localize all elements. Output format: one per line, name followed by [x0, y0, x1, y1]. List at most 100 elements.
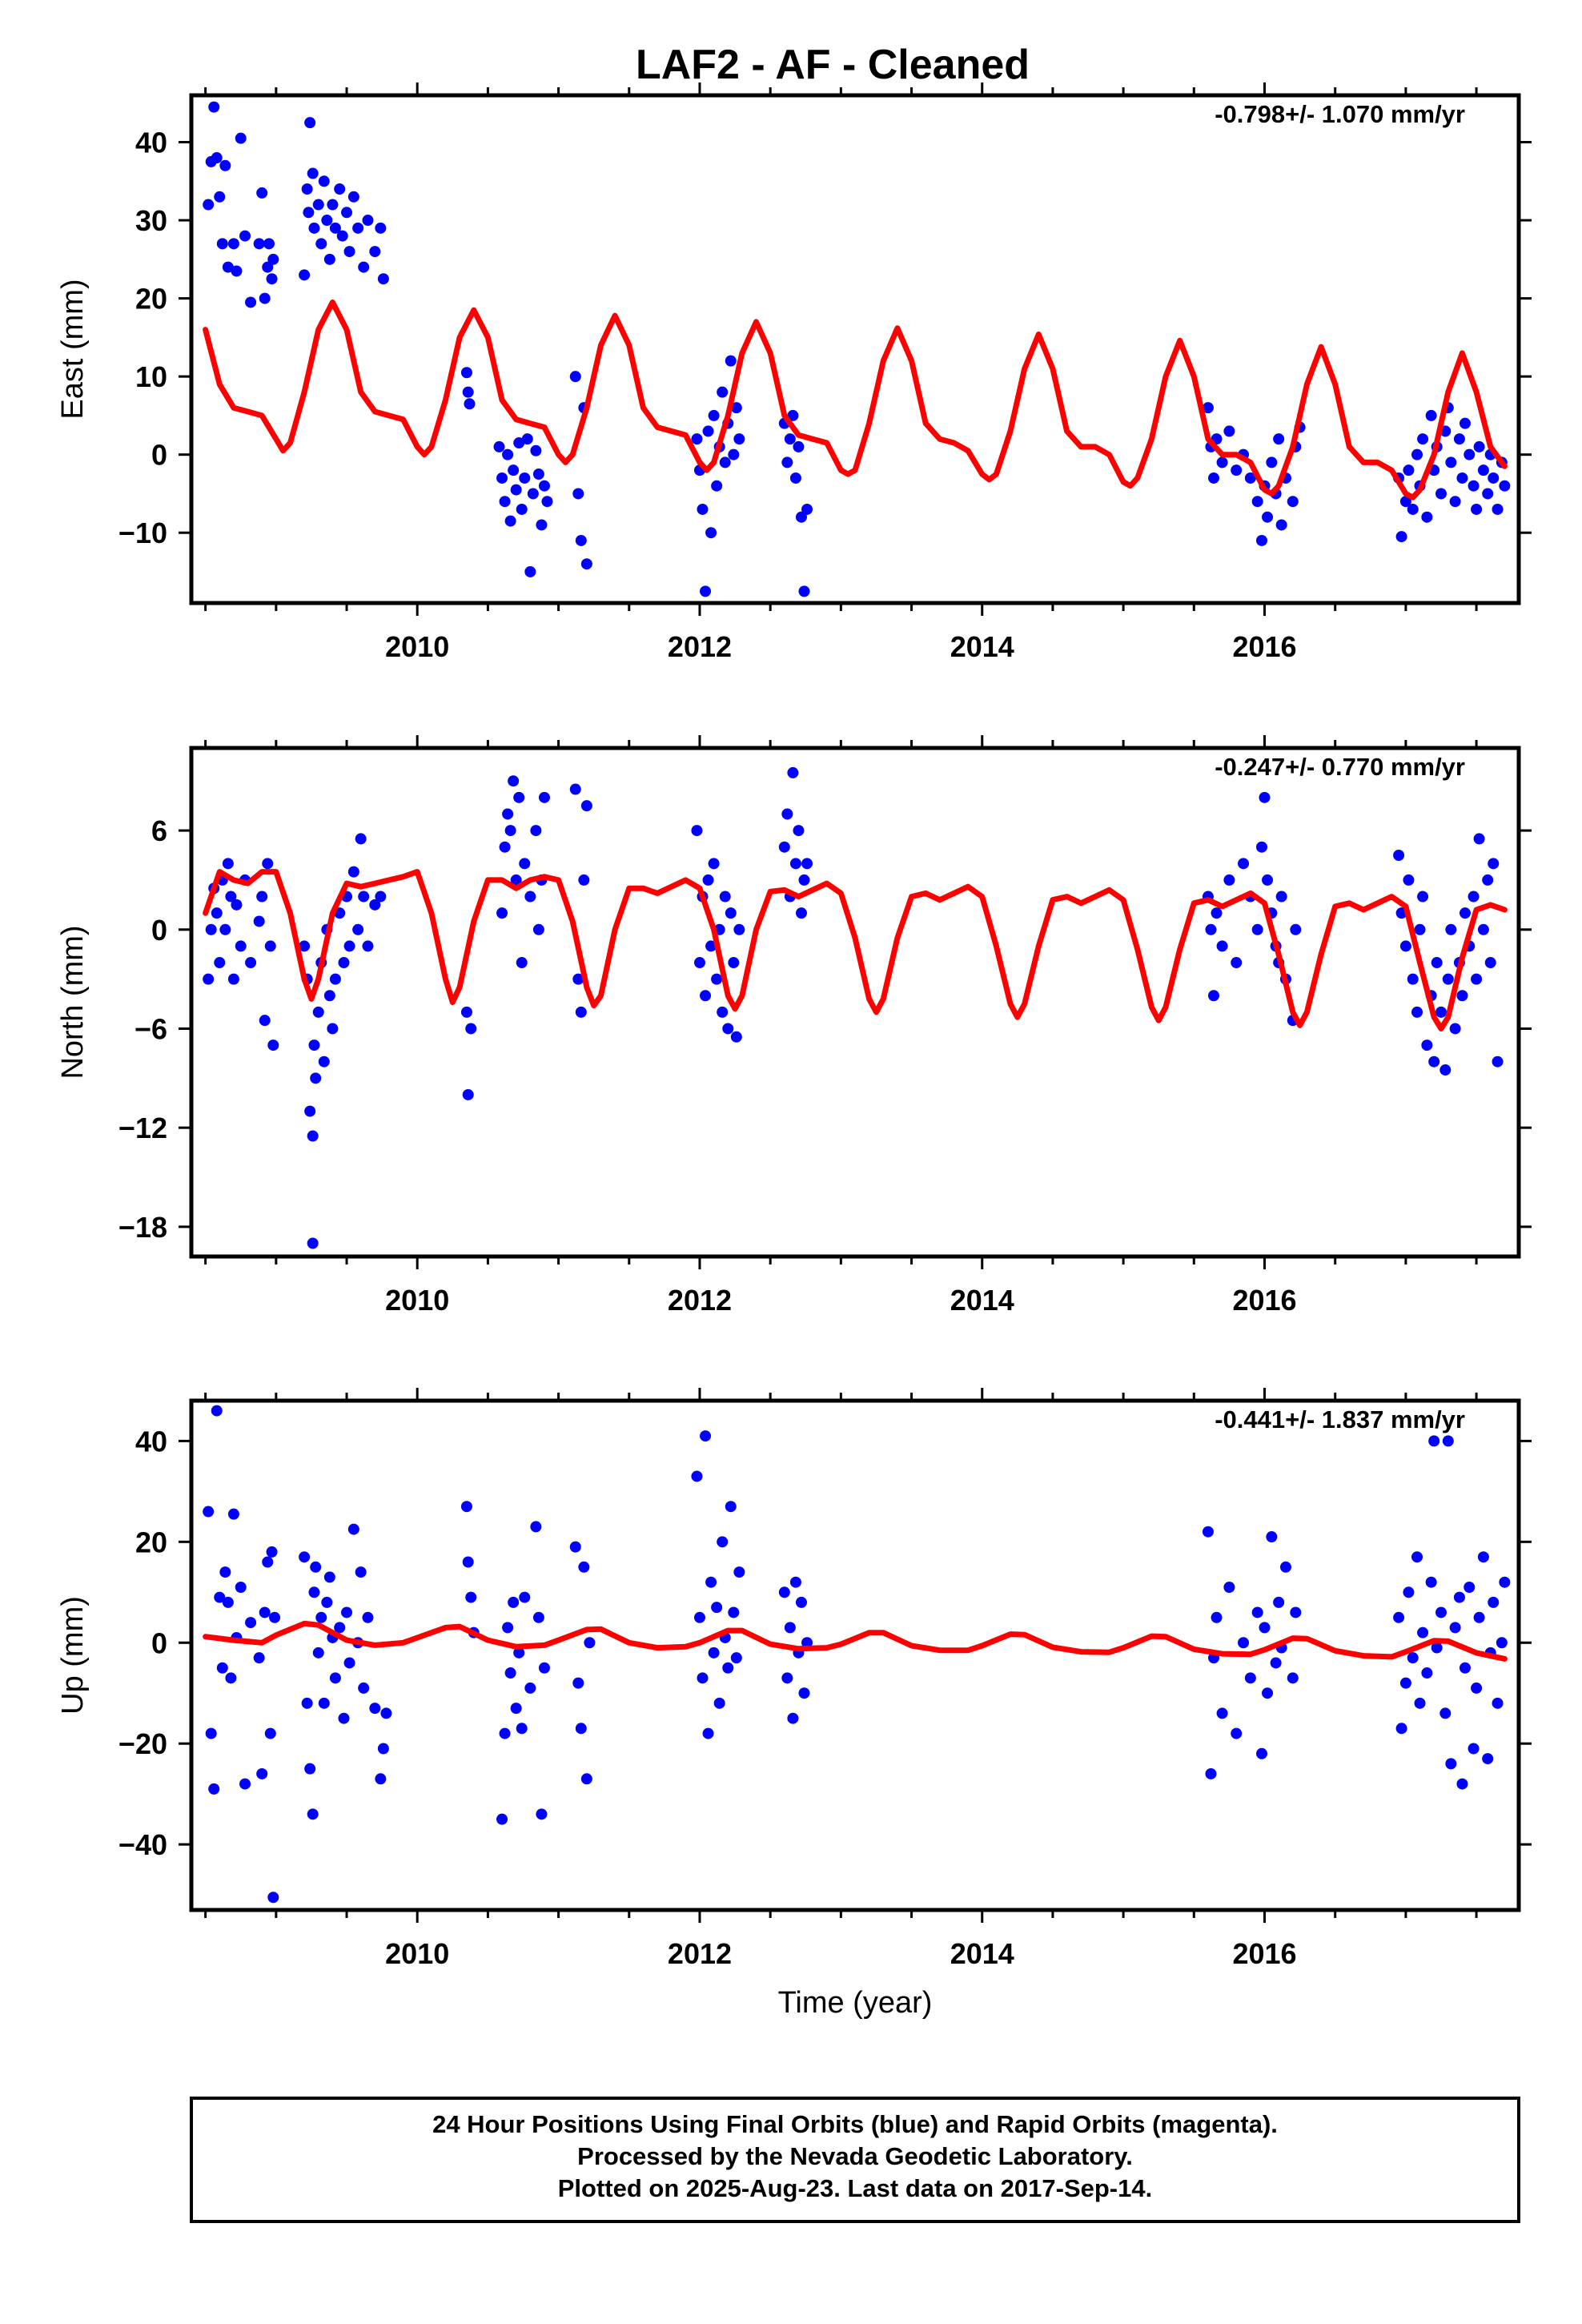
data-point: [1482, 874, 1494, 886]
data-point: [369, 246, 381, 258]
data-point: [222, 1596, 234, 1608]
y-tick-label: 0: [151, 1626, 167, 1659]
data-point: [329, 1672, 341, 1684]
data-point: [1411, 1551, 1423, 1563]
data-point: [1492, 1055, 1504, 1068]
data-point: [1255, 1747, 1267, 1759]
data-point: [1442, 1435, 1454, 1447]
data-point: [211, 152, 223, 164]
data-point: [323, 1571, 335, 1583]
x-axis-label: Time (year): [778, 1986, 933, 2020]
data-point: [728, 448, 740, 460]
data-point: [502, 1622, 514, 1634]
data-point: [1417, 1626, 1429, 1638]
model-fit-line: [203, 1620, 1508, 1662]
data-point: [369, 1703, 381, 1715]
data-point: [462, 386, 474, 398]
data-point: [691, 433, 703, 445]
data-point: [1449, 1622, 1461, 1634]
data-point: [510, 484, 522, 496]
data-point: [789, 1576, 801, 1588]
data-point: [519, 1591, 531, 1603]
data-point: [375, 891, 387, 903]
data-point: [264, 940, 276, 952]
data-point: [1468, 480, 1480, 492]
data-point: [1251, 923, 1263, 935]
data-point: [318, 175, 330, 187]
data-point: [1393, 850, 1405, 862]
data-point: [1421, 1039, 1433, 1051]
data-point: [259, 1015, 271, 1027]
footer-box: 24 Hour Positions Using Final Orbits (bl…: [190, 2097, 1520, 2223]
data-point: [208, 101, 220, 113]
data-point: [719, 891, 731, 903]
data-point: [530, 444, 542, 456]
footer-line-3: Plotted on 2025-Aug-23. Last data on 201…: [558, 2174, 1152, 2202]
data-point: [341, 207, 353, 219]
data-point: [580, 1773, 592, 1785]
data-point: [341, 1606, 353, 1618]
data-point: [717, 1006, 729, 1018]
data-point: [702, 425, 714, 437]
data-point: [733, 433, 745, 445]
data-point: [1244, 472, 1256, 484]
data-point: [1488, 858, 1500, 870]
data-point: [369, 899, 381, 911]
data-point: [793, 440, 805, 452]
data-point: [798, 1687, 810, 1699]
data-point: [1439, 1064, 1452, 1076]
data-point: [1202, 1526, 1214, 1538]
data-point: [375, 222, 387, 234]
data-point: [524, 1682, 536, 1694]
data-point: [541, 496, 553, 508]
y-tick-label: 20: [135, 283, 167, 316]
data-point: [778, 841, 790, 853]
model-fit-line: [203, 869, 1508, 1031]
data-point: [693, 1611, 705, 1623]
data-point: [705, 527, 717, 539]
x-tick-label: 2012: [668, 1284, 732, 1317]
data-point: [795, 1596, 807, 1608]
data-point: [530, 1521, 542, 1533]
x-tick-label: 2012: [668, 1937, 732, 1970]
y-tick-label: −12: [118, 1112, 167, 1144]
data-point: [711, 480, 723, 492]
data-point: [266, 273, 278, 285]
data-point: [310, 1072, 322, 1084]
data-point: [532, 923, 544, 935]
y-tick-label: −40: [118, 1828, 167, 1861]
chart-panel-1: −10 0 10 20 30 40 2010 2012 2014 2016 East (mm) -0.…: [56, 82, 1532, 663]
plot-frame: [189, 93, 1521, 605]
data-point: [524, 891, 536, 903]
data-point: [1482, 488, 1494, 500]
data-point: [1425, 409, 1437, 421]
data-point: [1403, 464, 1415, 476]
data-point: [1473, 833, 1485, 845]
data-point: [1421, 511, 1433, 523]
data-point: [1262, 874, 1274, 886]
data-point: [334, 183, 346, 195]
data-point: [725, 907, 737, 919]
data-point: [708, 1647, 720, 1659]
data-point: [1492, 1697, 1504, 1709]
data-point: [499, 496, 511, 508]
y-tick-label: −18: [118, 1211, 167, 1244]
data-point: [728, 957, 740, 969]
data-point: [338, 957, 350, 969]
data-point: [1428, 1055, 1440, 1068]
data-point: [538, 791, 550, 803]
data-point: [801, 858, 813, 870]
data-point: [307, 1237, 319, 1249]
data-point: [502, 808, 514, 820]
data-point: [705, 1576, 717, 1588]
data-point: [1255, 534, 1267, 546]
data-point: [355, 833, 367, 845]
data-point: [312, 199, 324, 211]
data-point: [1290, 1606, 1302, 1618]
data-point: [524, 565, 536, 577]
data-point: [235, 132, 247, 144]
y-axis-label: North (mm): [56, 925, 90, 1079]
plot-area: [203, 101, 1511, 597]
data-point: [705, 940, 717, 952]
data-point: [231, 899, 243, 911]
